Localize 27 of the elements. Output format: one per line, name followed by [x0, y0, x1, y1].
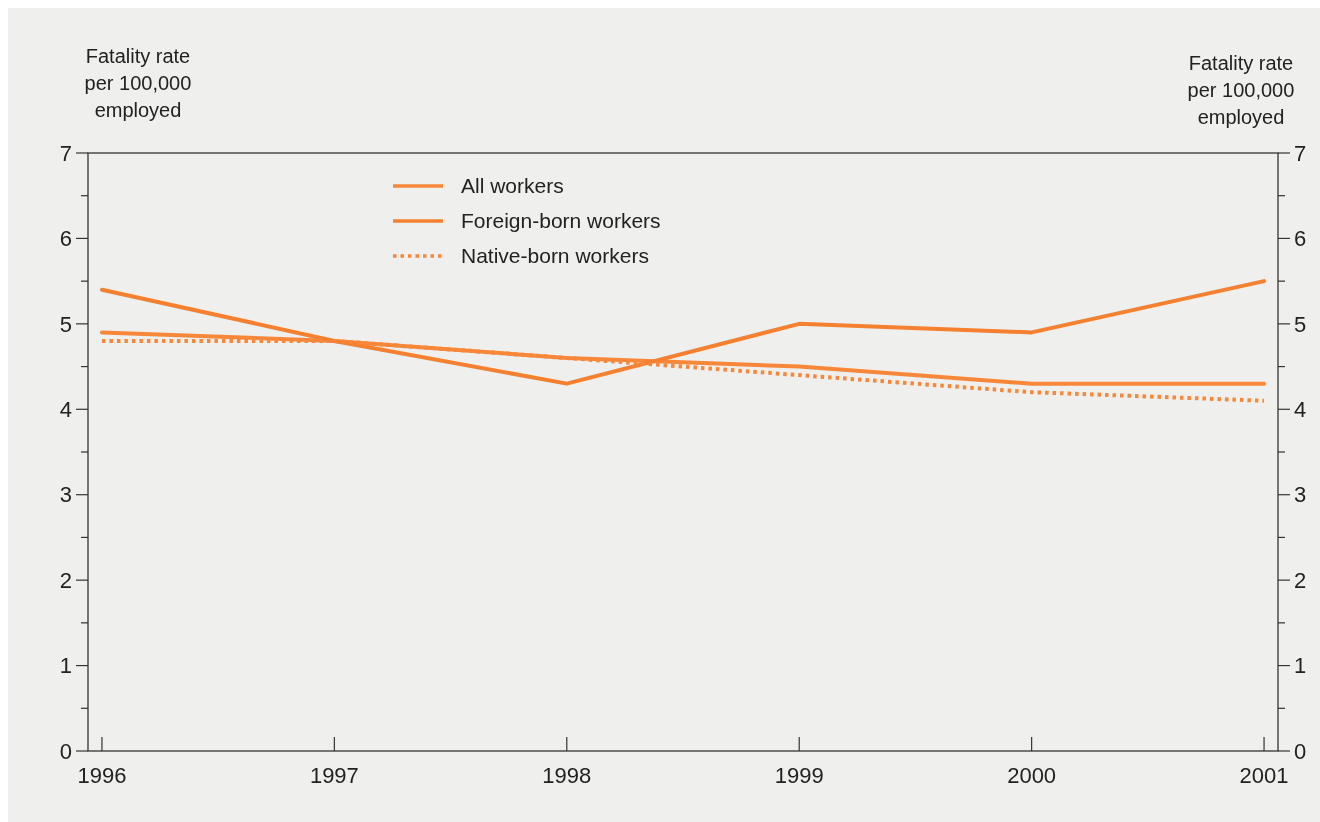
y2-tick-label: 3 — [1294, 482, 1307, 508]
y2-tick-label: 6 — [1294, 226, 1307, 252]
y-axis-title: Fatality rate per 100,000 employed — [84, 45, 192, 121]
x-tick-label: 2001 — [1239, 763, 1289, 788]
legend-label: Foreign-born workers — [461, 209, 661, 233]
x-tick-label: 1997 — [309, 763, 359, 788]
y-tick-label: 1 — [59, 653, 72, 679]
y-tick-label: 5 — [59, 311, 72, 337]
x-tick-label: 1996 — [77, 763, 127, 788]
x-tick-label: 2000 — [1007, 763, 1057, 788]
y2-tick-label: 4 — [1294, 396, 1307, 422]
y-tick-label: 0 — [59, 738, 72, 764]
y-tick-label: 6 — [59, 226, 72, 252]
y2-tick-label: 1 — [1294, 653, 1307, 679]
y2-tick-label: 2 — [1294, 567, 1307, 593]
y-tick-label: 7 — [59, 140, 72, 166]
y-tick-label: 2 — [59, 567, 72, 593]
y2-tick-label: 5 — [1294, 311, 1307, 337]
y2-tick-label: 0 — [1294, 738, 1307, 764]
x-tick-label: 1998 — [542, 763, 592, 788]
y-tick-label: 4 — [59, 396, 72, 422]
y2-tick-label: 7 — [1294, 140, 1307, 166]
legend-label: All workers — [461, 174, 564, 198]
x-tick-label: 1999 — [774, 763, 824, 788]
y-tick-label: 3 — [59, 482, 72, 508]
legend-label: Native-born workers — [461, 244, 649, 268]
y2-axis-title: Fatality rate per 100,000 employed — [1187, 52, 1295, 128]
